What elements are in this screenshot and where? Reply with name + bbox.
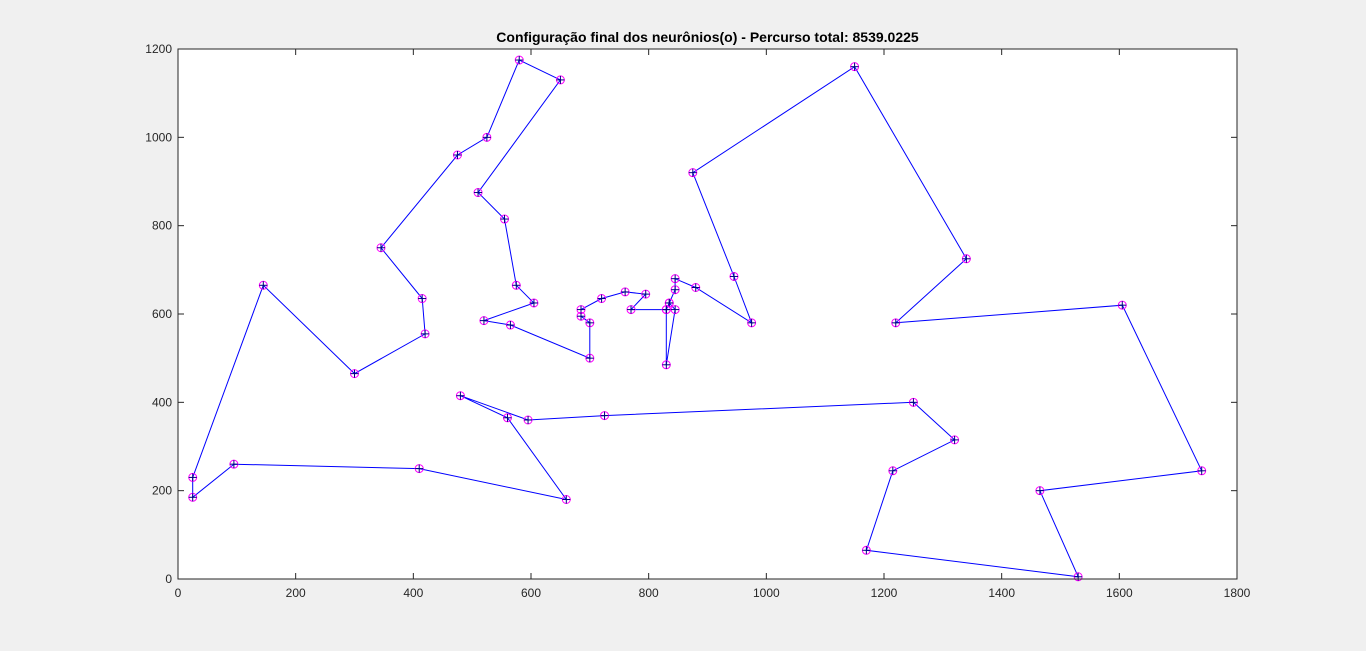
neuron-point <box>561 495 571 504</box>
neuron-point <box>691 283 701 292</box>
neuron-point <box>350 369 359 379</box>
neuron-point <box>585 353 595 363</box>
neuron-point <box>950 435 960 445</box>
y-tick-label: 200 <box>152 484 172 498</box>
neuron-point <box>585 318 595 328</box>
neuron-point <box>258 280 268 290</box>
axes-background <box>178 49 1237 579</box>
neuron-point <box>529 298 539 308</box>
x-tick-label: 1000 <box>753 586 780 600</box>
neuron-point <box>626 305 636 315</box>
neuron-point <box>452 150 462 160</box>
neuron-point <box>479 316 489 326</box>
neuron-point <box>473 188 483 198</box>
neuron-point <box>661 360 671 370</box>
tour-line <box>192 59 1203 578</box>
neuron-point <box>414 464 424 474</box>
neuron-point <box>229 459 239 469</box>
neuron-point <box>850 62 860 72</box>
y-tick-label: 400 <box>152 395 172 409</box>
neuron-point <box>661 305 671 315</box>
neuron-markers <box>188 55 1207 582</box>
y-tick-label: 800 <box>152 219 172 233</box>
neuron-point <box>597 294 607 304</box>
neuron-point <box>670 274 680 284</box>
neuron-point <box>888 466 898 476</box>
neuron-point <box>747 318 757 328</box>
neuron-point <box>500 214 510 224</box>
y-tick-label: 600 <box>152 307 172 321</box>
neuron-point <box>188 472 198 482</box>
neuron-point <box>505 320 515 330</box>
neuron-point <box>420 329 430 339</box>
x-tick-label: 800 <box>639 586 659 600</box>
axis-ticks: 0 200 400 600 800 1000 1200 1400 1600 1800 0 200 400… <box>145 42 1250 600</box>
tour-path <box>192 59 1203 578</box>
neuron-point <box>670 305 680 315</box>
x-tick-label: 1200 <box>871 586 898 600</box>
y-tick-label: 1000 <box>145 130 172 144</box>
neuron-point <box>908 397 918 407</box>
neuron-point <box>502 413 512 423</box>
x-tick-label: 1600 <box>1106 586 1133 600</box>
neuron-point <box>555 75 565 85</box>
neuron-point <box>620 287 630 297</box>
neuron-point <box>376 243 386 253</box>
neuron-point <box>511 280 521 290</box>
neuron-point <box>417 294 427 304</box>
neuron-point <box>482 132 492 142</box>
x-tick-label: 0 <box>175 586 182 600</box>
neuron-point <box>861 545 871 555</box>
neuron-point <box>600 411 610 421</box>
neuron-point <box>455 391 465 401</box>
neuron-point <box>670 285 680 295</box>
neuron-point <box>641 289 651 299</box>
x-tick-label: 1400 <box>988 586 1015 600</box>
neuron-point <box>688 168 698 178</box>
neuron-point <box>1197 466 1207 476</box>
neuron-point <box>961 254 971 264</box>
x-tick-label: 400 <box>403 586 423 600</box>
neuron-point <box>523 415 533 425</box>
neuron-point <box>188 492 198 502</box>
chart-title: Configuração final dos neurônios(o) - Pe… <box>496 29 919 45</box>
neuron-point <box>514 55 524 65</box>
neuron-point <box>729 271 739 281</box>
neuron-point <box>576 311 586 321</box>
x-tick-label: 1800 <box>1224 586 1251 600</box>
y-tick-label: 0 <box>165 572 172 586</box>
y-tick-label: 1200 <box>145 42 172 56</box>
axes-box <box>177 48 1238 580</box>
x-tick-label: 600 <box>521 586 541 600</box>
neuron-point <box>1117 300 1127 310</box>
x-tick-label: 200 <box>286 586 306 600</box>
neuron-point <box>891 318 901 328</box>
neuron-point <box>1035 486 1045 496</box>
neuron-point <box>1073 572 1083 582</box>
